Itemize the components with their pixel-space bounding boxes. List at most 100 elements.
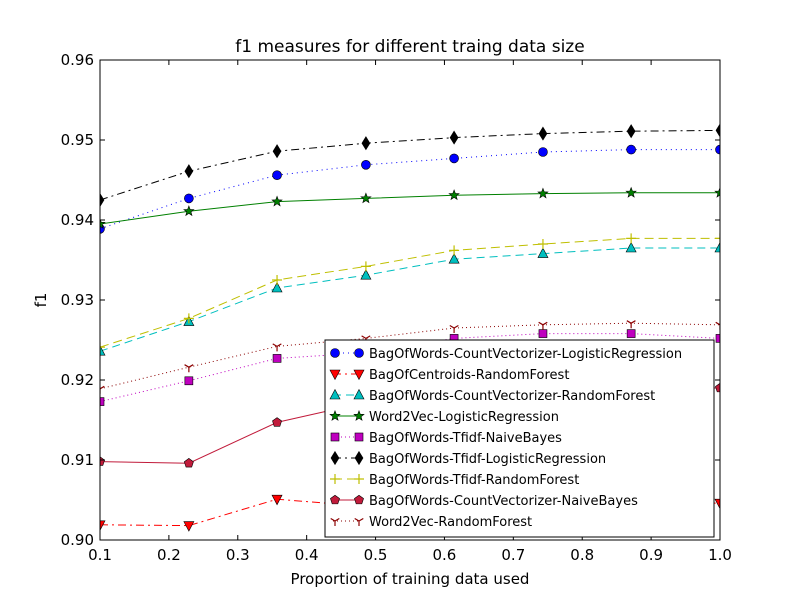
x-tick-label: 0.5	[364, 546, 388, 564]
data-point	[538, 147, 548, 157]
data-point	[626, 233, 637, 244]
data-point	[625, 186, 637, 198]
legend-marker	[354, 474, 364, 484]
data-point	[715, 382, 720, 393]
series-8	[100, 320, 720, 394]
y-axis-label: f1	[32, 293, 50, 308]
data-point	[538, 126, 548, 141]
legend: BagOfWords-CountVectorizer-LogisticRegre…	[324, 339, 715, 538]
data-point	[100, 520, 106, 531]
legend-entry: BagOfWords-CountVectorizer-LogisticRegre…	[330, 347, 682, 362]
series-line	[100, 247, 720, 352]
legend-label: Word2Vec-LogisticRegression	[369, 410, 559, 425]
legend-marker	[330, 348, 340, 358]
series-5	[100, 123, 720, 208]
legend-entry: BagOfWords-Tfidf-RandomForest	[330, 473, 579, 488]
legend-label: BagOfWords-Tfidf-NaiveBayes	[369, 431, 562, 446]
data-point	[714, 498, 720, 510]
legend-label: BagOfWords-CountVectorizer-LogisticRegre…	[369, 347, 682, 362]
data-point	[183, 521, 195, 532]
legend-marker	[354, 494, 364, 505]
data-point	[183, 313, 194, 324]
y-tick-label: 0.96	[61, 51, 94, 69]
data-point	[714, 241, 720, 253]
data-point	[449, 153, 459, 164]
data-point	[271, 494, 283, 506]
data-point	[714, 186, 720, 198]
data-point	[538, 321, 548, 330]
data-point	[184, 193, 194, 204]
legend-entry: Word2Vec-LogisticRegression	[329, 409, 559, 425]
legend-marker	[329, 388, 341, 400]
data-point	[100, 342, 105, 353]
series-line	[100, 149, 720, 230]
y-tick-label: 0.91	[61, 451, 94, 469]
legend-box	[324, 339, 715, 538]
legend-label: BagOfWords-CountVectorizer-RandomForest	[369, 389, 655, 404]
data-point	[100, 397, 105, 406]
legend-marker	[330, 494, 340, 505]
data-point	[448, 189, 460, 201]
legend-marker	[329, 409, 341, 421]
data-point	[360, 261, 371, 272]
data-point	[272, 144, 282, 159]
data-point	[100, 192, 105, 208]
series-line	[100, 192, 720, 225]
data-point	[272, 354, 282, 363]
y-tick-label: 0.93	[61, 291, 94, 309]
x-tick-label: 0.2	[157, 546, 181, 564]
data-point	[715, 334, 720, 343]
x-tick-label: 0.3	[226, 546, 250, 564]
series-2	[100, 241, 720, 356]
data-point	[361, 136, 371, 151]
x-tick-label: 0.8	[570, 546, 594, 564]
data-point	[715, 233, 720, 244]
data-point	[449, 245, 460, 256]
data-point	[537, 239, 548, 249]
legend-marker	[329, 369, 341, 381]
y-tick-label: 0.94	[61, 211, 94, 229]
data-point	[100, 217, 106, 229]
x-tick-label: 0.1	[88, 546, 112, 564]
legend-entry: BagOfWords-CountVectorizer-RandomForest	[329, 388, 655, 404]
legend-label: BagOfWords-Tfidf-RandomForest	[369, 473, 579, 488]
data-point	[272, 417, 282, 427]
data-point	[271, 195, 283, 207]
data-point	[272, 275, 283, 285]
data-point	[361, 160, 371, 170]
series-line	[100, 237, 720, 348]
legend-marker	[330, 450, 340, 466]
legend-marker	[354, 432, 364, 442]
legend-entry: BagOfWords-CountVectorizer-NaiveBayes	[330, 494, 638, 509]
data-point	[360, 269, 372, 280]
x-axis-label: Proportion of training data used	[291, 570, 530, 588]
x-tick-label: 1.0	[708, 546, 732, 564]
data-point	[183, 458, 194, 468]
x-tick-label: 0.7	[501, 546, 525, 564]
legend-marker	[330, 517, 340, 526]
legend-marker	[354, 348, 364, 358]
data-point	[626, 144, 636, 155]
legend-entry: Word2Vec-RandomForest	[330, 515, 532, 530]
legend-label: BagOfCentroids-RandomForest	[369, 368, 569, 383]
y-tick-label: 0.90	[61, 531, 94, 549]
y-tick-label: 0.95	[61, 131, 94, 149]
legend-marker	[330, 432, 340, 442]
data-point	[184, 364, 194, 373]
legend-marker	[354, 517, 364, 526]
data-point	[360, 192, 372, 204]
data-point	[448, 253, 460, 264]
x-tick-label: 0.9	[639, 546, 663, 564]
data-point	[183, 205, 195, 217]
data-point	[538, 329, 548, 338]
legend-marker	[353, 369, 365, 381]
data-point	[625, 241, 637, 253]
legend-entry: BagOfWords-Tfidf-LogisticRegression	[330, 450, 606, 467]
series-line	[100, 129, 720, 201]
legend-entry: BagOfWords-Tfidf-NaiveBayes	[330, 431, 562, 446]
y-tick-label: 0.92	[61, 371, 94, 389]
data-point	[715, 123, 720, 138]
x-tick-label: 0.4	[295, 546, 319, 564]
